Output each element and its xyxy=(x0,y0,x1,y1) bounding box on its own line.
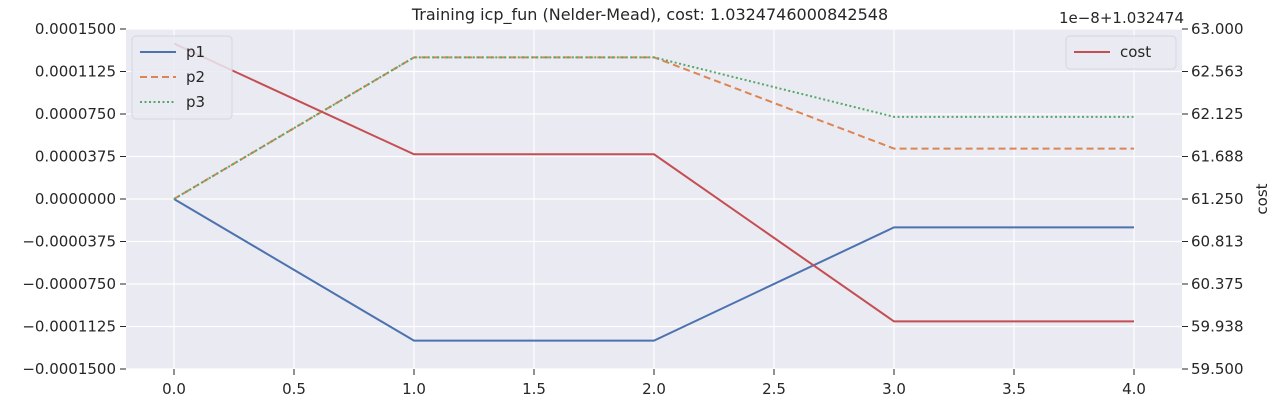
legend-label-cost: cost xyxy=(1120,43,1151,61)
x-tick-label: 0.0 xyxy=(162,380,186,398)
right-axis-ticks: 63.000 62.563 62.125 61.688 61.250 60.813 60.3… xyxy=(1182,20,1244,378)
series-line-p1 xyxy=(173,198,1134,342)
legend-label-p2: p2 xyxy=(186,68,205,86)
legend-right: cost xyxy=(1065,35,1177,70)
x-tick-label: 0.5 xyxy=(282,380,306,398)
right-tick-label: 60.375 xyxy=(1191,275,1244,293)
right-axis-offset-text: 1e−8+1.032474 xyxy=(1059,9,1184,27)
series-line-cost xyxy=(173,42,1134,323)
x-tick-label: 2.0 xyxy=(642,380,666,398)
left-axis-ticks: 0.0001500 0.0001125 0.0000750 0.0000375 0.00… xyxy=(22,20,126,378)
left-tick-label: −0.0000750 xyxy=(22,275,116,293)
left-tick-label: −0.0001125 xyxy=(22,318,116,336)
right-axis-label: cost xyxy=(1253,183,1271,214)
right-tick-label: 63.000 xyxy=(1191,20,1244,38)
x-tick-label: 1.0 xyxy=(402,380,426,398)
chart-title: Training icp_fun (Nelder-Mead), cost: 1.… xyxy=(411,5,888,25)
legend-box xyxy=(131,35,233,120)
left-tick-label: −0.0001500 xyxy=(22,360,116,378)
x-tick-label: 4.0 xyxy=(1122,380,1146,398)
legend-label-p1: p1 xyxy=(186,43,205,61)
left-tick-label: 0.0001125 xyxy=(35,63,116,81)
left-tick-label: 0.0001500 xyxy=(35,20,116,38)
series-lines xyxy=(173,42,1134,342)
legend-left: p1 p2 p3 xyxy=(131,35,233,120)
left-tick-label: −0.0000375 xyxy=(22,233,116,251)
right-tick-label: 59.938 xyxy=(1191,318,1244,336)
legend-box xyxy=(1065,35,1177,70)
left-tick-label: 0.0000000 xyxy=(35,190,116,208)
x-tick-label: 2.5 xyxy=(762,380,786,398)
x-tick-label: 3.0 xyxy=(882,380,906,398)
right-tick-label: 60.813 xyxy=(1191,233,1244,251)
x-axis-ticks: 0.0 0.5 1.0 1.5 2.0 2.5 3.0 3.5 4.0 xyxy=(162,369,1146,398)
x-tick-label: 1.5 xyxy=(522,380,546,398)
left-tick-label: 0.0000375 xyxy=(35,148,116,166)
right-tick-label: 62.125 xyxy=(1191,105,1244,123)
right-tick-label: 61.688 xyxy=(1191,148,1244,166)
x-tick-label: 3.5 xyxy=(1002,380,1026,398)
series-line-p3 xyxy=(173,56,1134,200)
legend-label-p3: p3 xyxy=(186,93,205,111)
right-tick-label: 61.250 xyxy=(1191,190,1244,208)
right-tick-label: 59.500 xyxy=(1191,360,1244,378)
left-tick-label: 0.0000750 xyxy=(35,105,116,123)
right-tick-label: 62.563 xyxy=(1191,63,1244,81)
